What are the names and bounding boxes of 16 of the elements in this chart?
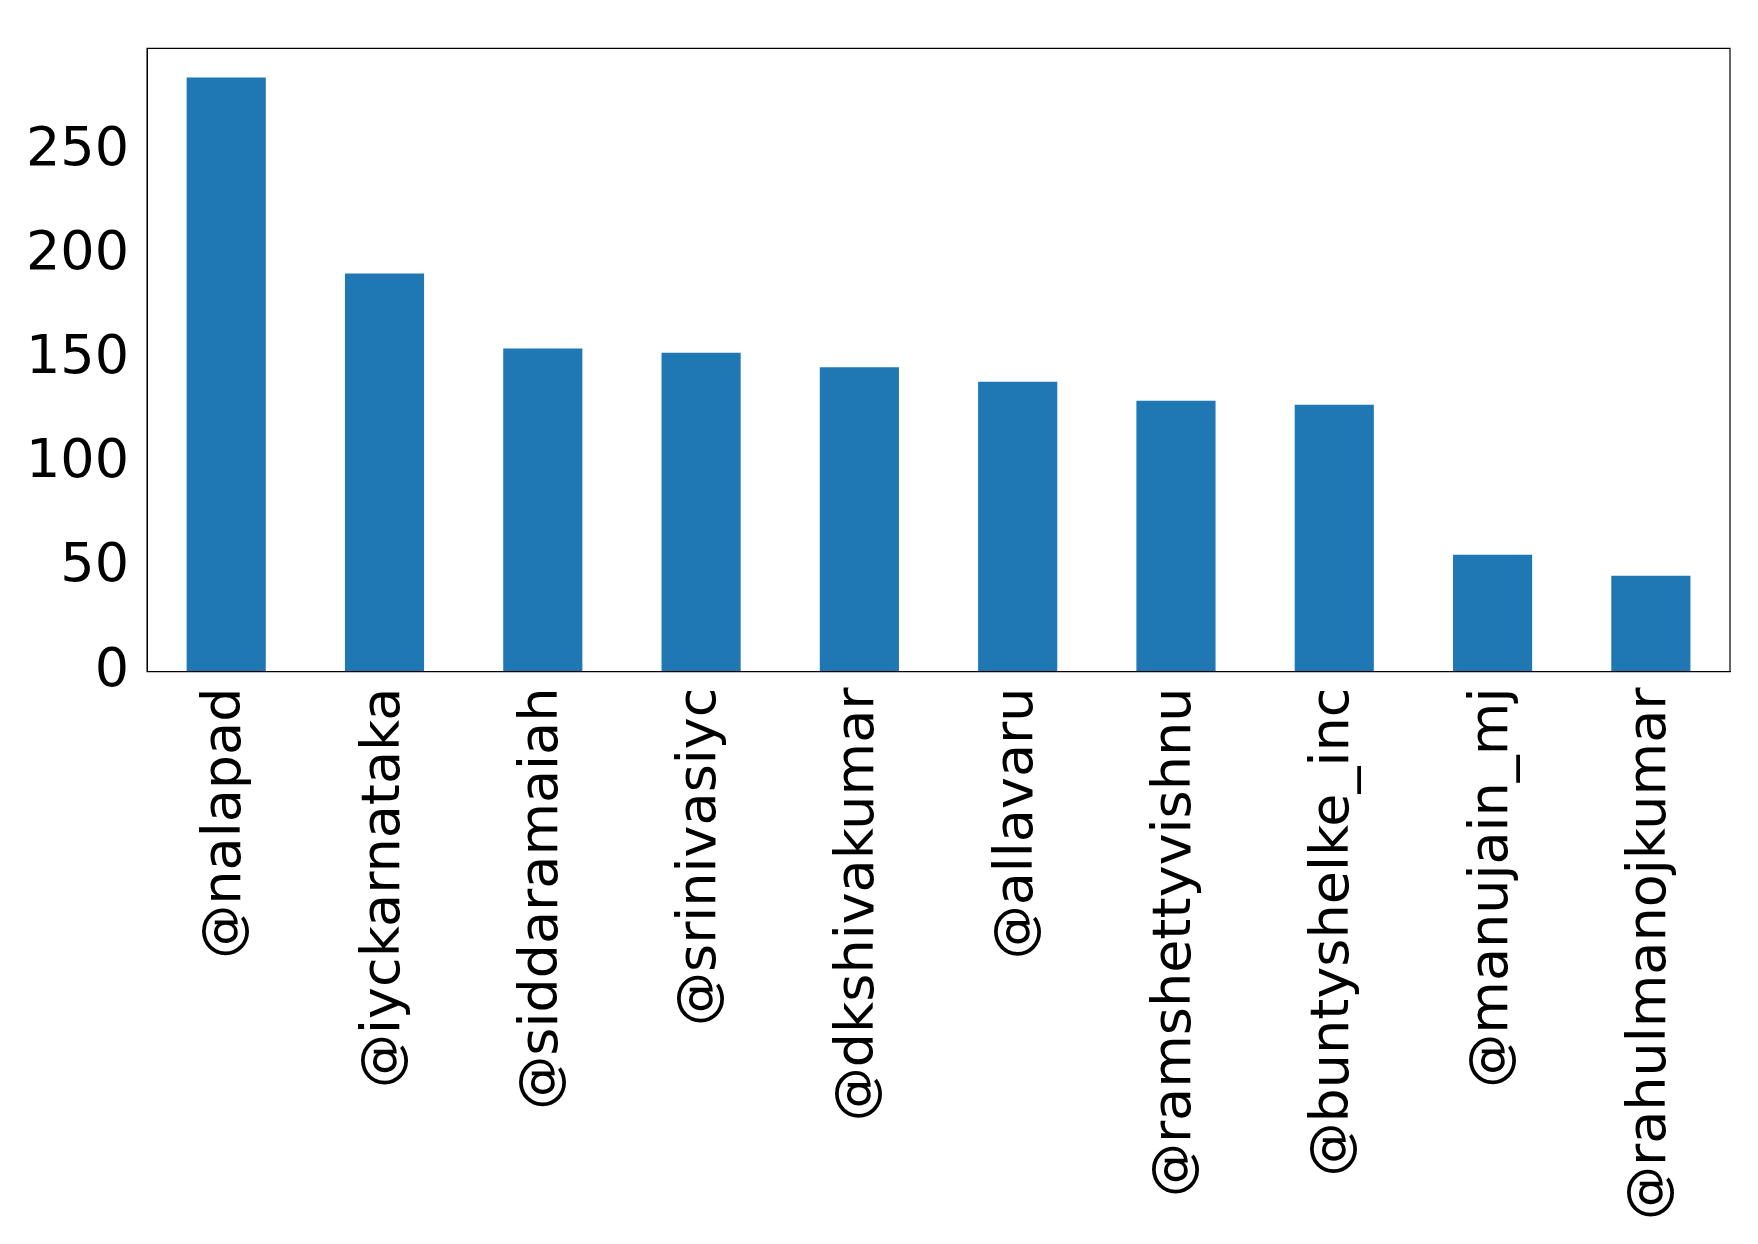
x-tick-label: @nalapad (190, 687, 254, 959)
y-tick-label: 200 (25, 218, 130, 282)
y-tick-label: 0 (94, 635, 130, 699)
y-tick-label: 100 (25, 427, 130, 491)
x-tick-label: @buntyshelke_inc (1298, 687, 1362, 1177)
y-tick-label: 250 (25, 114, 130, 178)
x-tick-label: @rahulmanojkumar (1614, 686, 1678, 1220)
x-tick-label: @dkshivakumar (823, 686, 887, 1122)
y-tick-label: 150 (25, 322, 130, 386)
x-tick-label: @manujain_mj (1456, 687, 1520, 1088)
y-tick-label: 50 (60, 531, 130, 595)
x-tick-label: @ramshettyvishnu (1140, 687, 1204, 1198)
x-tick-label: @siddaramaiah (506, 687, 570, 1110)
x-tick-label: @iyckarnataka (348, 687, 412, 1088)
x-tick-label: @srinivasiyc (665, 687, 729, 1026)
x-tick-label: @allavaru (981, 687, 1045, 960)
